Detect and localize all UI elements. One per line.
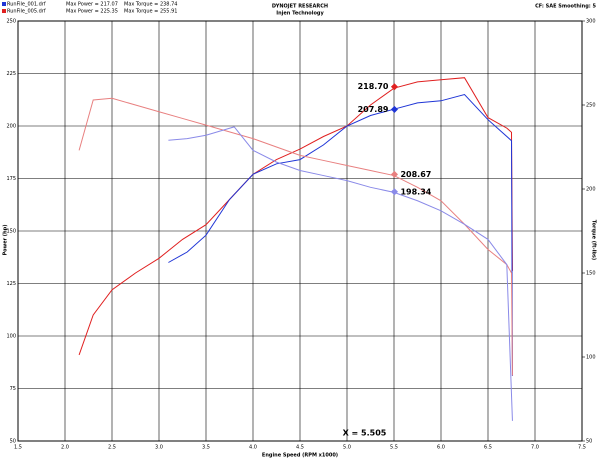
annotation-marker [390,188,399,196]
x-tick-label: 7.5 [578,445,586,451]
corner-note: CF: SAE Smoothing: 5 [535,4,596,10]
legend-torque: Max Torque = 238.74 [124,2,177,8]
annotation-marker [390,83,399,91]
legend-power: Max Power = 225.35 [66,9,118,15]
y-tick-label: 175 [6,176,16,182]
series-line [78,77,513,356]
y-tick-label: 75 [10,386,16,392]
annotation-label: 207.89 [358,105,389,114]
x-tick-label: 5.5 [390,445,398,451]
y2-tick-label: 150 [586,271,596,277]
y2-tick-label: 200 [586,187,596,193]
y-tick-label: 100 [6,334,16,340]
x-tick-label: 2.0 [61,445,69,451]
x-tick-label: 4.5 [296,445,304,451]
legend-file: RunFile_005.drf [7,9,46,15]
y-axis-label: Power (hp) [3,224,9,255]
series-line [168,93,513,376]
annotation-label: 208.67 [400,170,431,179]
y2-tick-label: 100 [586,355,596,361]
legend-power: Max Power = 217.07 [66,2,118,8]
chart-subtitle: Injen Technology [276,11,324,17]
annotation-label: 218.70 [358,82,389,91]
y-tick-label: 200 [6,124,16,130]
chart-title: DYNOJET RESEARCH [272,4,328,10]
y2-tick-label: 50 [586,439,592,445]
x-tick-label: 2.5 [108,445,116,451]
legend-swatch [2,9,6,13]
x-tick-label: 3.5 [202,445,210,451]
y-tick-label: 225 [6,71,16,77]
cursor-label: X = 5.505 [343,429,387,438]
annotation-marker [390,170,399,178]
x-tick-label: 6.0 [437,445,445,451]
x-tick-label: 3.0 [155,445,163,451]
y2-axis-label: Torque (ft-lbs) [591,220,597,260]
series-line [78,97,513,376]
y-tick-label: 125 [6,281,16,287]
legend-file: RunFile_001.drf [7,2,46,8]
y-tick-label: 250 [6,19,16,25]
y2-tick-label: 250 [586,103,596,109]
legend-torque: Max Torque = 255.91 [124,9,177,15]
annotation-marker [390,105,399,113]
x-tick-label: 1.5 [14,445,22,451]
annotation-label: 198.34 [400,187,431,196]
x-tick-label: 4.0 [249,445,257,451]
y-tick-label: 150 [6,229,16,235]
legend-swatch [2,2,6,6]
y2-tick-label: 300 [586,19,596,25]
x-tick-label: 5.0 [343,445,351,451]
x-axis-label: Engine Speed (RPM x1000) [262,453,338,459]
x-tick-label: 7.0 [531,445,539,451]
y-tick-label: 50 [10,439,16,445]
x-tick-label: 6.5 [484,445,492,451]
series-line [168,126,513,421]
